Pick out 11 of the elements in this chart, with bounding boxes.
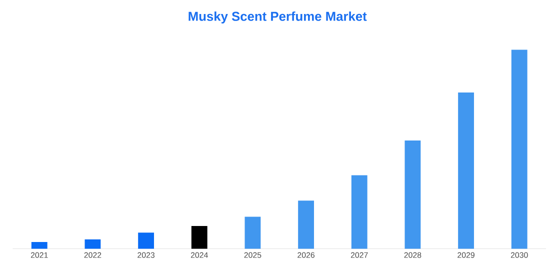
bar <box>244 216 261 249</box>
bar <box>31 242 48 249</box>
bar <box>298 200 314 249</box>
bar <box>511 50 528 249</box>
chart-title: Musky Scent Perfume Market <box>188 12 367 24</box>
bar <box>404 140 421 249</box>
bar <box>351 176 368 249</box>
bar <box>138 232 154 249</box>
bar <box>84 240 101 249</box>
bar <box>458 92 474 249</box>
bar <box>191 226 208 249</box>
